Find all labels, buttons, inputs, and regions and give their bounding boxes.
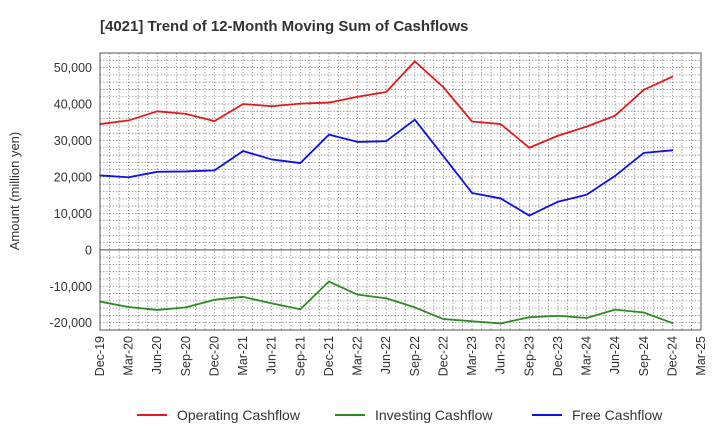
series-line-operating-cashflow <box>99 60 674 149</box>
legend-item-free-cashflow: Free Cashflow <box>532 407 663 423</box>
y-tick-label: 0 <box>85 243 92 257</box>
y-tick-label: -10,000 <box>50 280 92 294</box>
x-tick-label: Mar-25 <box>694 336 708 376</box>
x-tick-label: Jun-24 <box>608 336 622 374</box>
x-tick-label: Dec-24 <box>665 336 679 376</box>
x-tick-label: Jun-20 <box>150 336 164 374</box>
x-tick-label: Dec-22 <box>436 336 450 376</box>
legend-label: Free Cashflow <box>572 407 663 423</box>
y-tick-label: 30,000 <box>54 134 92 148</box>
x-tick-label: Sep-24 <box>637 336 651 376</box>
y-axis-label: Amount (million yen) <box>7 132 22 251</box>
grid-layer <box>99 52 702 331</box>
y-tick-labels: -20,000 -10,000 0 10,000 20,000 30,000 40,000 5… <box>50 61 92 330</box>
x-tick-label: Mar-24 <box>580 336 594 376</box>
y-tick-label: -20,000 <box>50 316 92 330</box>
series-layer <box>99 60 674 325</box>
x-tick-label: Mar-20 <box>122 336 136 376</box>
x-tick-labels: Dec-19 Mar-20 Jun-20 Sep-20 Dec-20 Mar-21 Jun-… <box>93 336 708 376</box>
x-tick-label: Dec-21 <box>322 336 336 376</box>
y-tick-label: 10,000 <box>54 207 92 221</box>
x-tick-label: Sep-22 <box>408 336 422 376</box>
x-tick-label: Sep-23 <box>522 336 536 376</box>
y-tick-label: 40,000 <box>54 98 92 112</box>
legend-label: Operating Cashflow <box>177 407 301 423</box>
x-tick-label: Mar-21 <box>236 336 250 376</box>
plot-frame <box>99 52 702 331</box>
series-line-investing-cashflow <box>99 280 674 325</box>
x-tick-label: Jun-22 <box>379 336 393 374</box>
x-tick-label: Mar-22 <box>351 336 365 376</box>
x-tick-label: Jun-21 <box>265 336 279 374</box>
x-tick-label: Jun-23 <box>494 336 508 374</box>
x-tick-label: Dec-20 <box>207 336 221 376</box>
y-tick-label: 50,000 <box>54 61 92 75</box>
legend-item-investing-cashflow: Investing Cashflow <box>335 407 493 423</box>
legend: Operating Cashflow Investing Cashflow Free… <box>137 407 663 423</box>
x-tick-label: Dec-19 <box>93 336 107 376</box>
legend-item-operating-cashflow: Operating Cashflow <box>137 407 301 423</box>
x-tick-label: Sep-20 <box>179 336 193 376</box>
series-line-free-cashflow <box>99 118 674 217</box>
x-tick-label: Sep-21 <box>293 336 307 376</box>
chart-title: [4021] Trend of 12-Month Moving Sum of C… <box>100 18 468 35</box>
legend-label: Investing Cashflow <box>375 407 493 423</box>
x-tick-label: Dec-23 <box>551 336 565 376</box>
x-tick-label: Mar-23 <box>465 336 479 376</box>
y-tick-label: 20,000 <box>54 170 92 184</box>
